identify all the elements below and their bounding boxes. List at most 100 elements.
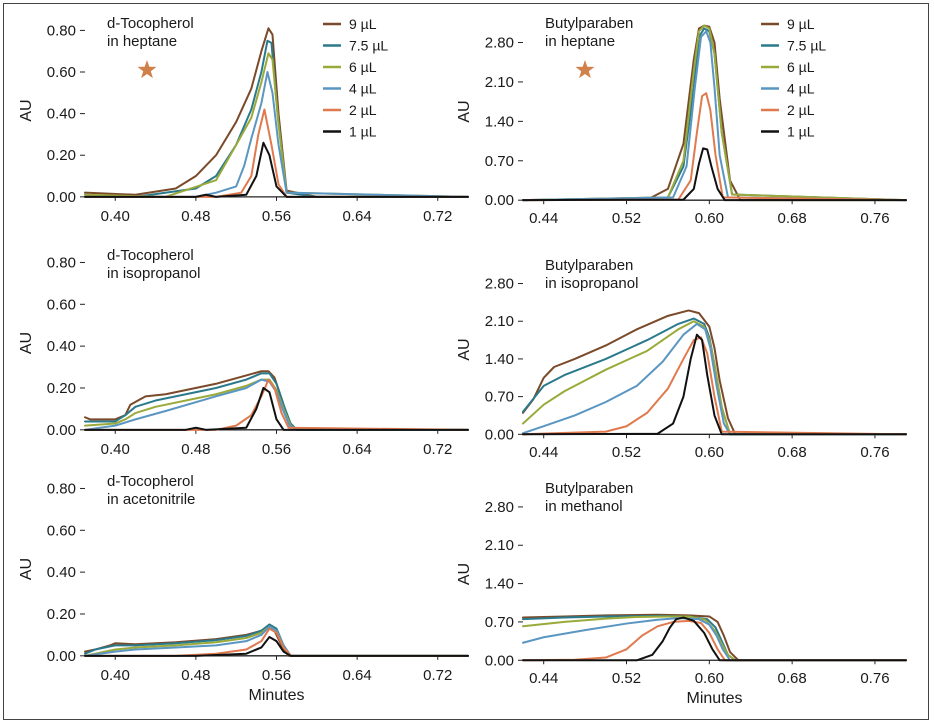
y-tick-label: 0.60 [47, 296, 76, 313]
y-tick-label: 1.40 [485, 113, 514, 130]
series-line-2ul [522, 336, 907, 436]
series-line-4ul [522, 30, 907, 202]
panel-title-line: in acetonitrile [107, 491, 195, 508]
x-tick-label: 0.44 [529, 210, 558, 227]
x-tick-label: 0.64 [343, 667, 372, 684]
y-tick-label: 0.20 [47, 606, 76, 623]
legend-label: 2 µL [787, 102, 815, 118]
x-tick-label: 0.44 [529, 670, 558, 687]
panel-title-line: d-Tocopherol [107, 473, 194, 490]
y-tick-label: 0.70 [485, 153, 514, 170]
series-line-6ul [84, 52, 469, 198]
series-line-1ul [522, 333, 907, 436]
x-tick-label: 0.48 [181, 667, 210, 684]
x-tick-label: 0.68 [778, 670, 807, 687]
series-line-6ul [522, 24, 907, 202]
legend-label: 1 µL [787, 124, 815, 140]
panel-title-line: Butylparaben [545, 480, 633, 497]
x-tick-label: 0.48 [181, 441, 210, 458]
x-tick-label: 0.72 [423, 667, 452, 684]
y-tick-label: 2.80 [485, 276, 514, 293]
x-tick-label: 0.40 [101, 667, 130, 684]
x-tick-label: 0.56 [262, 441, 291, 458]
y-axis-label: AU [456, 563, 473, 585]
series-line-2ul [84, 108, 469, 198]
y-tick-label: 2.80 [485, 35, 514, 52]
x-tick-label: 0.44 [529, 444, 558, 461]
y-tick-label: 1.40 [485, 351, 514, 368]
legend-label: 6 µL [349, 59, 377, 75]
series-line-1ul [522, 147, 907, 202]
x-tick-label: 0.48 [181, 208, 210, 225]
series-line-4ul [84, 71, 469, 198]
panel-title-line: in isopropanol [107, 265, 200, 282]
panel-3: 0.40 0.48 0.56 0.64 0.72 0.00 0.20 0.40 0.60 0.80… [18, 247, 469, 458]
series-line-1ul [84, 386, 469, 431]
y-tick-label: 0.00 [485, 192, 514, 209]
series-line-1ul [84, 635, 469, 657]
panel-title-line: Butylparaben [545, 257, 633, 274]
series-line-4ul [84, 625, 469, 657]
legend-label: 9 µL [349, 16, 377, 32]
y-tick-label: 0.60 [47, 522, 76, 539]
x-tick-label: 0.76 [860, 444, 889, 461]
y-axis-label: AU [18, 558, 35, 580]
x-tick-label: 0.52 [612, 670, 641, 687]
x-tick-label: 0.72 [423, 208, 452, 225]
panel-6: 0.44 0.52 0.60 0.68 0.76 0.00 0.70 1.40 2.10 2.80… [456, 480, 907, 707]
y-tick-label: 2.80 [485, 499, 514, 516]
panel-title-line: in heptane [545, 33, 615, 50]
legend-label: 6 µL [787, 59, 815, 75]
legend-label: 7.5 µL [349, 38, 388, 54]
series-line-2ul [84, 627, 469, 657]
panel-title-line: d-Tocopherol [107, 247, 194, 264]
panel-5: 0.40 0.48 0.56 0.64 0.72 0.00 0.20 0.40 0.60 0.80… [18, 473, 469, 704]
y-tick-label: 0.20 [47, 380, 76, 397]
figure-frame [3, 3, 929, 720]
series-line-1ul [522, 616, 907, 662]
x-tick-label: 0.68 [778, 444, 807, 461]
x-tick-label: 0.76 [860, 670, 889, 687]
panel-2: 0.44 0.52 0.60 0.68 0.76 0.00 0.70 1.40 2.10 2.80… [456, 15, 907, 227]
x-tick-label: 0.40 [101, 441, 130, 458]
x-tick-label: 0.56 [262, 208, 291, 225]
legend-label: 1 µL [349, 124, 377, 140]
x-tick-label: 0.72 [423, 441, 452, 458]
legend-label: 4 µL [349, 81, 377, 97]
x-tick-label: 0.52 [612, 444, 641, 461]
y-tick-label: 0.00 [47, 648, 76, 665]
y-tick-label: 0.60 [47, 64, 76, 81]
y-tick-label: 0.40 [47, 338, 76, 355]
y-tick-label: 0.80 [47, 480, 76, 497]
y-tick-label: 0.70 [485, 389, 514, 406]
y-tick-label: 2.10 [485, 313, 514, 330]
y-tick-label: 0.40 [47, 106, 76, 123]
series-line-9ul [522, 309, 907, 436]
x-tick-label: 0.68 [778, 210, 807, 227]
y-tick-label: 0.00 [47, 422, 76, 439]
panel-4: 0.44 0.52 0.60 0.68 0.76 0.00 0.70 1.40 2.10 2.80… [456, 257, 907, 461]
series-line-9ul [522, 613, 907, 662]
y-tick-label: 0.00 [485, 652, 514, 669]
legend-label: 4 µL [787, 81, 815, 97]
y-tick-label: 0.20 [47, 147, 76, 164]
y-axis-label: AU [18, 332, 35, 354]
x-axis-label: Minutes [248, 687, 304, 704]
x-tick-label: 0.60 [695, 210, 724, 227]
series-line-4ul [522, 322, 907, 436]
y-axis-label: AU [456, 100, 473, 122]
x-tick-label: 0.52 [612, 210, 641, 227]
y-tick-label: 0.00 [485, 426, 514, 443]
y-tick-label: 0.80 [47, 22, 76, 39]
x-tick-label: 0.40 [101, 208, 130, 225]
y-axis-label: AU [456, 338, 473, 360]
series-line-4ul [84, 378, 469, 431]
x-tick-label: 0.64 [343, 441, 372, 458]
x-tick-label: 0.64 [343, 208, 372, 225]
x-tick-label: 0.60 [695, 444, 724, 461]
series-line-2ul [522, 92, 907, 202]
series-line-1ul [84, 141, 469, 198]
series-line-6ul [522, 320, 907, 436]
panel-title-line: d-Tocopherol [107, 15, 194, 32]
